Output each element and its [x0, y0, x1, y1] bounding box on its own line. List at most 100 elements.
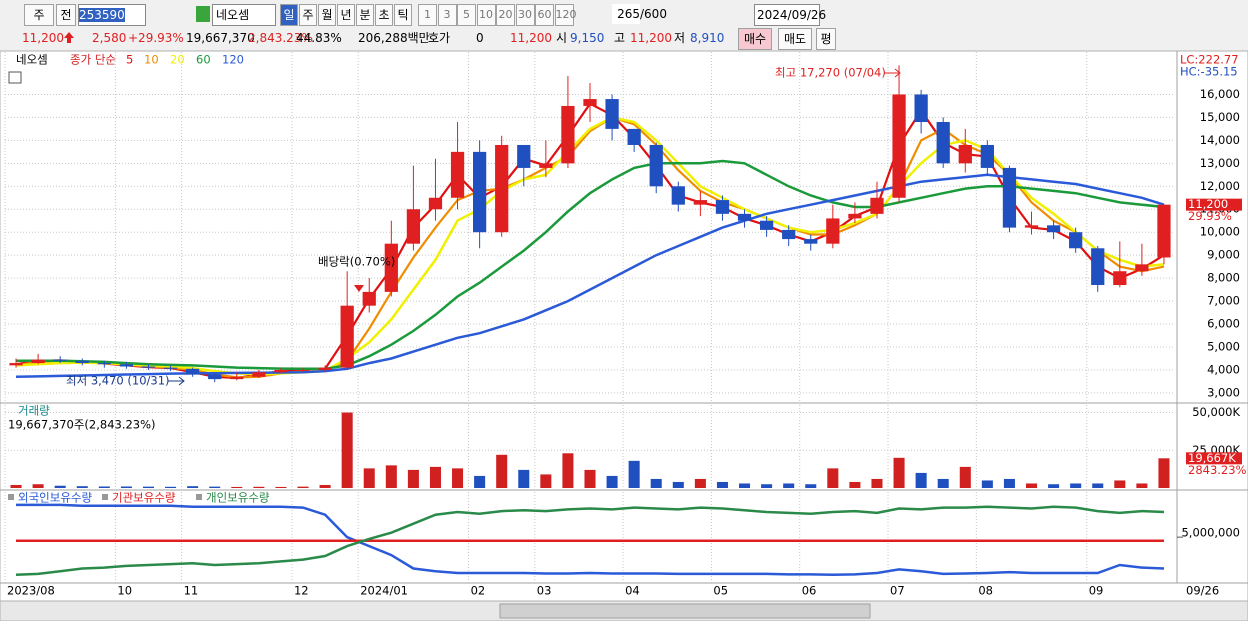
candle-body — [848, 213, 862, 219]
market-select[interactable]: 주 — [24, 4, 54, 26]
legend-marker — [8, 494, 14, 500]
x-tick-label: 05 — [713, 584, 728, 598]
candle-body — [1024, 225, 1039, 228]
y-tick-label: 4,000 — [1207, 362, 1240, 376]
period-button[interactable]: 틱 — [394, 4, 412, 26]
volume-bar — [142, 486, 155, 488]
volume-bar — [783, 483, 795, 488]
candle-body — [539, 163, 553, 168]
volume-bar — [253, 486, 265, 488]
period-button[interactable]: 년 — [337, 4, 355, 26]
code-input[interactable]: 253590 — [78, 4, 146, 26]
period-button[interactable]: 주 — [299, 4, 317, 26]
x-tick-label: 03 — [537, 584, 552, 598]
interval-button[interactable]: 30 — [515, 4, 535, 26]
buy-button[interactable]: 매수 — [738, 28, 772, 50]
period-button[interactable]: 초 — [375, 4, 393, 26]
y-tick-label: 7,000 — [1207, 294, 1240, 308]
volume-bar — [1092, 483, 1104, 488]
volume-bar — [937, 478, 949, 488]
quote-high: 11,200 — [630, 31, 672, 45]
quote-low-label: 저 — [674, 31, 686, 45]
count-input[interactable]: 265 — [612, 4, 640, 24]
candle-body — [362, 291, 376, 306]
candle-body — [252, 372, 266, 377]
legend-marker — [196, 494, 202, 500]
volume-bar — [672, 481, 684, 488]
count-max: /600 — [640, 7, 667, 21]
volume-bar — [606, 475, 618, 488]
volume-bar — [319, 484, 331, 488]
interval-button[interactable]: 5 — [457, 4, 476, 26]
candle-body — [914, 94, 928, 123]
moving-average — [16, 159, 1165, 371]
candle-body — [450, 151, 465, 198]
volume-bar — [297, 486, 309, 488]
prev-button[interactable]: 전 — [56, 4, 76, 26]
volume-bar — [628, 460, 640, 488]
legend-marker — [102, 494, 108, 500]
interval-button[interactable]: 60 — [535, 4, 554, 26]
volume-bar — [1003, 478, 1015, 488]
interval-button[interactable]: 20 — [496, 4, 515, 26]
y-tick-label: 14,000 — [1200, 133, 1240, 147]
volume-subtitle: 19,667,370주(2,843.23%) — [8, 418, 156, 432]
interval-button[interactable]: 3 — [437, 4, 457, 26]
volume-bar — [407, 469, 419, 488]
volume-bar — [518, 469, 530, 488]
volume-bar — [739, 483, 751, 488]
candle-body — [671, 186, 685, 205]
stock-legend: 네오셈 — [16, 53, 48, 67]
candle-body — [715, 200, 730, 214]
candle-body — [870, 197, 884, 214]
date-input[interactable]: 2024/09/26 — [754, 4, 826, 26]
x-end-label: 09/26 — [1186, 584, 1219, 598]
volume-bar — [363, 468, 375, 488]
candle-body — [141, 366, 156, 368]
candle-body — [1091, 248, 1105, 286]
holding-line — [16, 503, 1165, 577]
volume-bar — [496, 454, 508, 488]
moving-average — [15, 116, 1165, 376]
volume-bar — [1114, 480, 1126, 488]
volume-bar — [76, 486, 88, 488]
candle-body — [561, 105, 575, 164]
avg-button[interactable]: 평 — [816, 28, 836, 50]
quote-volume-ratio: 2,843.23% — [248, 31, 313, 45]
period-button[interactable]: 분 — [356, 4, 374, 26]
quote-turnover: 44.83% — [296, 31, 342, 45]
candle-body — [892, 94, 906, 198]
y-tick-label: 16,000 — [1200, 87, 1240, 101]
x-tick-label: 10 — [117, 584, 132, 598]
volume-bar — [452, 468, 464, 488]
period-button[interactable]: 월 — [318, 4, 336, 26]
sell-button[interactable]: 매도 — [778, 28, 812, 50]
volume-bar — [849, 481, 861, 488]
candle-body — [428, 197, 443, 210]
current-volume-box — [1186, 452, 1242, 465]
hc-label: HC:-35.15 — [1180, 65, 1238, 79]
name-input[interactable]: 네오셈 — [212, 4, 276, 26]
volume-bar — [187, 486, 199, 488]
quote-volume: 19,667,370 — [186, 31, 255, 45]
candle-body — [1002, 167, 1017, 228]
candle-body — [384, 243, 398, 292]
volume-bar — [1136, 483, 1148, 488]
candle-body — [119, 364, 134, 367]
current-volume-label: 19,667K — [1188, 451, 1236, 465]
candle-body — [782, 229, 796, 240]
candle-body — [230, 376, 244, 380]
volume-bar — [209, 486, 221, 488]
candle-body — [693, 200, 707, 205]
y-tick-label: 50,000K — [1192, 405, 1240, 419]
interval-button[interactable]: 120 — [554, 4, 577, 26]
x-tick-label: 12 — [294, 584, 309, 598]
interval-button[interactable]: 1 — [418, 4, 437, 26]
code-text: 253590 — [79, 8, 125, 22]
period-button[interactable]: 일 — [280, 4, 298, 26]
low-arrow — [168, 376, 185, 386]
interval-button[interactable]: 10 — [476, 4, 496, 26]
candle-body — [804, 239, 818, 244]
x-tick-label: 2023/08 — [7, 584, 55, 598]
high-annotation: 최고 17,270 (07/04) — [775, 66, 886, 80]
